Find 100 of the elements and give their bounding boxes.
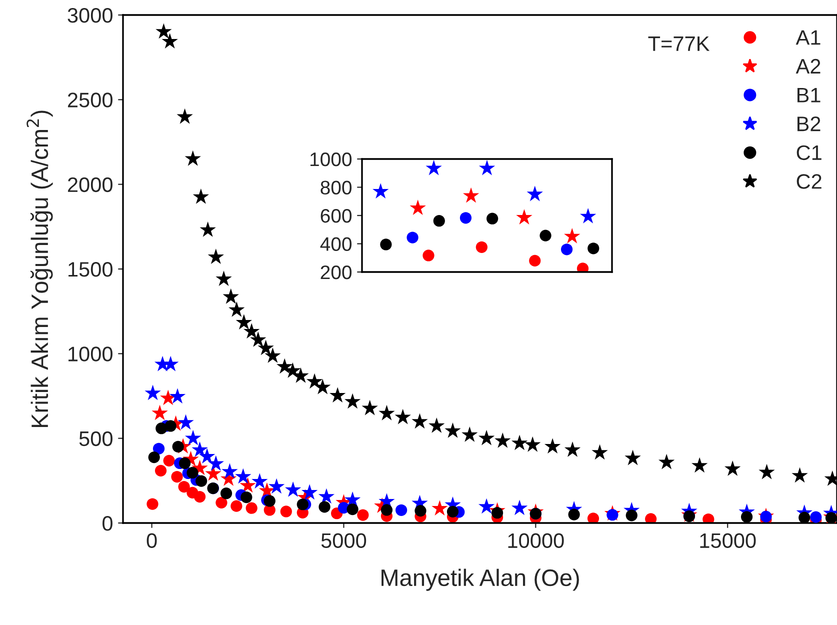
point (529, 254, 541, 267)
point (587, 512, 600, 523)
point (410, 200, 426, 216)
point (164, 420, 176, 432)
point (208, 455, 224, 471)
point (478, 498, 495, 514)
point (433, 215, 445, 227)
point (478, 160, 496, 176)
point (329, 387, 346, 403)
point (152, 442, 165, 454)
point (250, 331, 266, 347)
point (163, 454, 175, 466)
point (196, 475, 208, 487)
legend-label: C1 (796, 145, 822, 160)
point (624, 450, 641, 466)
point (462, 426, 478, 442)
legend-label: C2 (796, 174, 822, 189)
annotation: T=77K (648, 36, 710, 51)
point (244, 323, 260, 339)
point (491, 507, 504, 519)
point (264, 495, 276, 507)
point (276, 358, 293, 374)
point (432, 500, 448, 516)
y-tick-label: 400 (320, 237, 352, 251)
point (792, 467, 808, 483)
y-axis-title: Kritik Akım Yoğunluğu (A/cm$^{2}$) (26, 110, 53, 428)
point (144, 384, 161, 400)
point (200, 222, 216, 237)
y-tick-label: 800 (320, 180, 352, 194)
point (426, 160, 442, 176)
point (588, 242, 600, 254)
point (156, 422, 168, 434)
point (146, 498, 158, 510)
x-axis-title: Manyetik Alan (Oe) (382, 568, 579, 591)
point (544, 438, 561, 454)
point (645, 513, 657, 523)
y-tick-label: 1000 (68, 346, 112, 362)
point (152, 404, 168, 420)
point (184, 430, 202, 446)
point (318, 488, 335, 504)
point (476, 241, 488, 253)
y-tick-label: 1500 (68, 262, 112, 277)
point (516, 209, 532, 224)
point (412, 413, 428, 429)
point (240, 491, 252, 504)
point (314, 378, 331, 394)
point (462, 187, 480, 203)
point (758, 464, 775, 480)
point (344, 393, 361, 409)
y-tick-label: 500 (79, 431, 112, 446)
point (478, 430, 495, 446)
y-tick-label: 3000 (68, 8, 112, 23)
point (580, 208, 596, 224)
point (362, 400, 378, 416)
point (724, 460, 741, 476)
point (825, 512, 837, 523)
point (258, 340, 274, 356)
x-tick-label: 5000 (321, 533, 366, 548)
point (208, 248, 224, 264)
point (460, 212, 472, 224)
point (380, 238, 392, 250)
point (222, 288, 239, 304)
y-tick-label: 2500 (68, 92, 112, 108)
x-tick-label: 10000 (508, 533, 564, 548)
point (280, 506, 292, 518)
point (798, 512, 810, 523)
point (198, 448, 216, 464)
point (216, 270, 232, 286)
point (172, 440, 184, 452)
point (169, 388, 186, 404)
point (178, 480, 190, 493)
point (564, 228, 580, 244)
point (658, 454, 675, 470)
point (318, 501, 330, 513)
point (284, 481, 302, 497)
y-tick-label: 600 (320, 208, 352, 223)
point (346, 503, 358, 516)
x-tick-label: 15000 (700, 533, 756, 548)
point (216, 496, 228, 508)
point (246, 502, 258, 514)
point (184, 150, 201, 166)
point (301, 484, 318, 500)
point (564, 442, 581, 457)
point (178, 414, 194, 430)
legend-label: B1 (797, 88, 820, 102)
legend-label: B2 (797, 116, 820, 132)
point (235, 468, 252, 484)
point (372, 183, 389, 199)
point (252, 473, 268, 489)
point (264, 348, 281, 363)
point (494, 432, 511, 448)
legend-label: A2 (796, 58, 820, 74)
point (446, 506, 459, 518)
point (236, 314, 252, 330)
point (154, 464, 167, 476)
point (626, 510, 638, 522)
point (186, 466, 198, 479)
point (395, 504, 408, 516)
point (357, 509, 369, 521)
point (592, 444, 608, 460)
